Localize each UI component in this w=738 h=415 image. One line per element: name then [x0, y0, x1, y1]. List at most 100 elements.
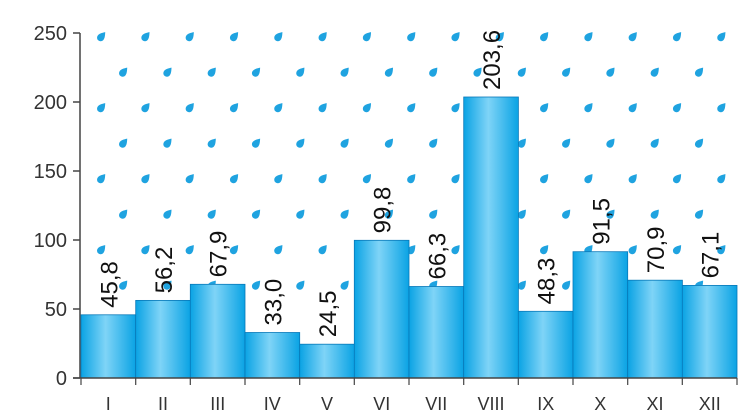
raindrop-icon	[606, 209, 615, 219]
bar-value-label: 33,0	[260, 279, 287, 326]
raindrop-icon	[407, 103, 416, 113]
raindrop-icon	[274, 174, 283, 184]
raindrop-icon	[672, 245, 682, 255]
x-category-label: III	[210, 394, 225, 414]
raindrop-icon	[407, 174, 416, 184]
raindrop-icon	[185, 245, 194, 255]
bar-series	[80, 96, 738, 379]
raindrop-icon	[141, 174, 150, 184]
raindrop-icon	[119, 209, 128, 219]
y-tick-label: 100	[34, 230, 67, 252]
raindrop-icon	[672, 32, 682, 42]
raindrop-icon	[429, 138, 438, 148]
bar	[135, 299, 191, 379]
raindrop-icon	[628, 32, 637, 42]
raindrop-icon	[296, 67, 305, 77]
bar-value-label: 67,1	[698, 232, 725, 279]
y-tick-label: 50	[45, 299, 67, 321]
x-category-label: XI	[646, 394, 663, 414]
bar-value-label: 66,3	[424, 233, 451, 280]
raindrop-icon	[672, 103, 682, 113]
raindrop-icon	[340, 280, 349, 290]
x-category-label: V	[321, 394, 333, 414]
raindrop-icon	[717, 32, 726, 42]
raindrop-icon	[97, 245, 106, 255]
bar	[353, 239, 410, 379]
raindrop-icon	[517, 67, 526, 77]
x-category-label: IV	[264, 394, 281, 414]
raindrop-icon	[540, 103, 549, 113]
raindrop-icon	[185, 103, 194, 113]
raindrop-icon	[185, 32, 194, 42]
x-axis: I II III IV V VI VII VIII IX X XI XII	[73, 377, 738, 414]
y-axis: 0 50 100 150 200 250	[34, 23, 81, 390]
raindrop-icon	[296, 209, 305, 219]
raindrop-icon	[274, 103, 283, 113]
bar	[627, 279, 683, 379]
raindrop-icon	[517, 280, 526, 290]
raindrop-icon	[517, 209, 526, 219]
raindrop-icon	[694, 209, 704, 219]
raindrop-icon	[451, 32, 460, 42]
raindrop-icon	[318, 103, 327, 113]
bar	[189, 283, 246, 379]
raindrop-icon	[340, 67, 349, 77]
bar-value-label: 70,9	[643, 226, 670, 273]
bar-value-label: 56,2	[151, 247, 178, 294]
y-tick-label: 200	[34, 92, 67, 114]
bar-value-label: 45,8	[96, 261, 123, 308]
bar-value-label: 67,9	[206, 231, 233, 278]
raindrop-icon	[451, 174, 460, 184]
raindrop-icon	[562, 67, 571, 77]
raindrop-icon	[229, 245, 239, 255]
y-tick-label: 150	[34, 161, 67, 183]
raindrop-icon	[318, 174, 327, 184]
raindrop-icon	[694, 138, 704, 148]
raindrop-icon	[207, 209, 216, 219]
raindrop-icon	[251, 67, 261, 77]
raindrop-icon	[141, 32, 150, 42]
raindrop-icon	[229, 103, 239, 113]
raindrop-icon	[185, 174, 194, 184]
raindrop-icon	[429, 67, 438, 77]
raindrop-icon	[650, 138, 659, 148]
raindrop-icon	[141, 103, 150, 113]
raindrop-icon	[606, 67, 615, 77]
bar-value-label: 91,5	[588, 198, 615, 245]
raindrop-icon	[163, 67, 172, 77]
raindrop-icon	[451, 103, 460, 113]
raindrop-icon	[717, 174, 726, 184]
raindrop-icon	[672, 174, 682, 184]
raindrop-icon	[362, 32, 372, 42]
raindrop-icon	[717, 245, 726, 255]
raindrop-icon	[562, 280, 571, 290]
raindrop-icon	[119, 138, 128, 148]
raindrop-icon	[296, 280, 305, 290]
bar	[80, 314, 137, 379]
raindrop-icon	[628, 174, 637, 184]
raindrop-icon	[362, 174, 372, 184]
data-labels: 45,8 56,2 67,9 33,0 24,5 99,8 66,3 203,6 48,3 91,…	[96, 30, 724, 337]
raindrop-icon	[274, 32, 283, 42]
y-tick-label: 0	[56, 368, 67, 390]
raindrop-icon	[340, 138, 349, 148]
raindrop-icon	[495, 32, 504, 42]
x-category-label: X	[594, 394, 606, 414]
bar	[517, 310, 574, 379]
x-category-label: I	[106, 394, 111, 414]
raindrop-icon	[584, 174, 593, 184]
raindrop-icon	[318, 245, 327, 255]
bar	[572, 251, 629, 379]
raindrop-icon	[207, 138, 216, 148]
raindrop-icon	[251, 280, 261, 290]
raindrop-icon	[163, 280, 172, 290]
raindrop-icon	[340, 209, 349, 219]
raindrop-icon	[407, 32, 416, 42]
x-category-label: VII	[425, 394, 447, 414]
raindrop-pattern	[97, 32, 726, 290]
raindrop-icon	[606, 138, 615, 148]
raindrop-icon	[296, 138, 305, 148]
raindrop-icon	[318, 32, 327, 42]
raindrop-icon	[384, 209, 394, 219]
